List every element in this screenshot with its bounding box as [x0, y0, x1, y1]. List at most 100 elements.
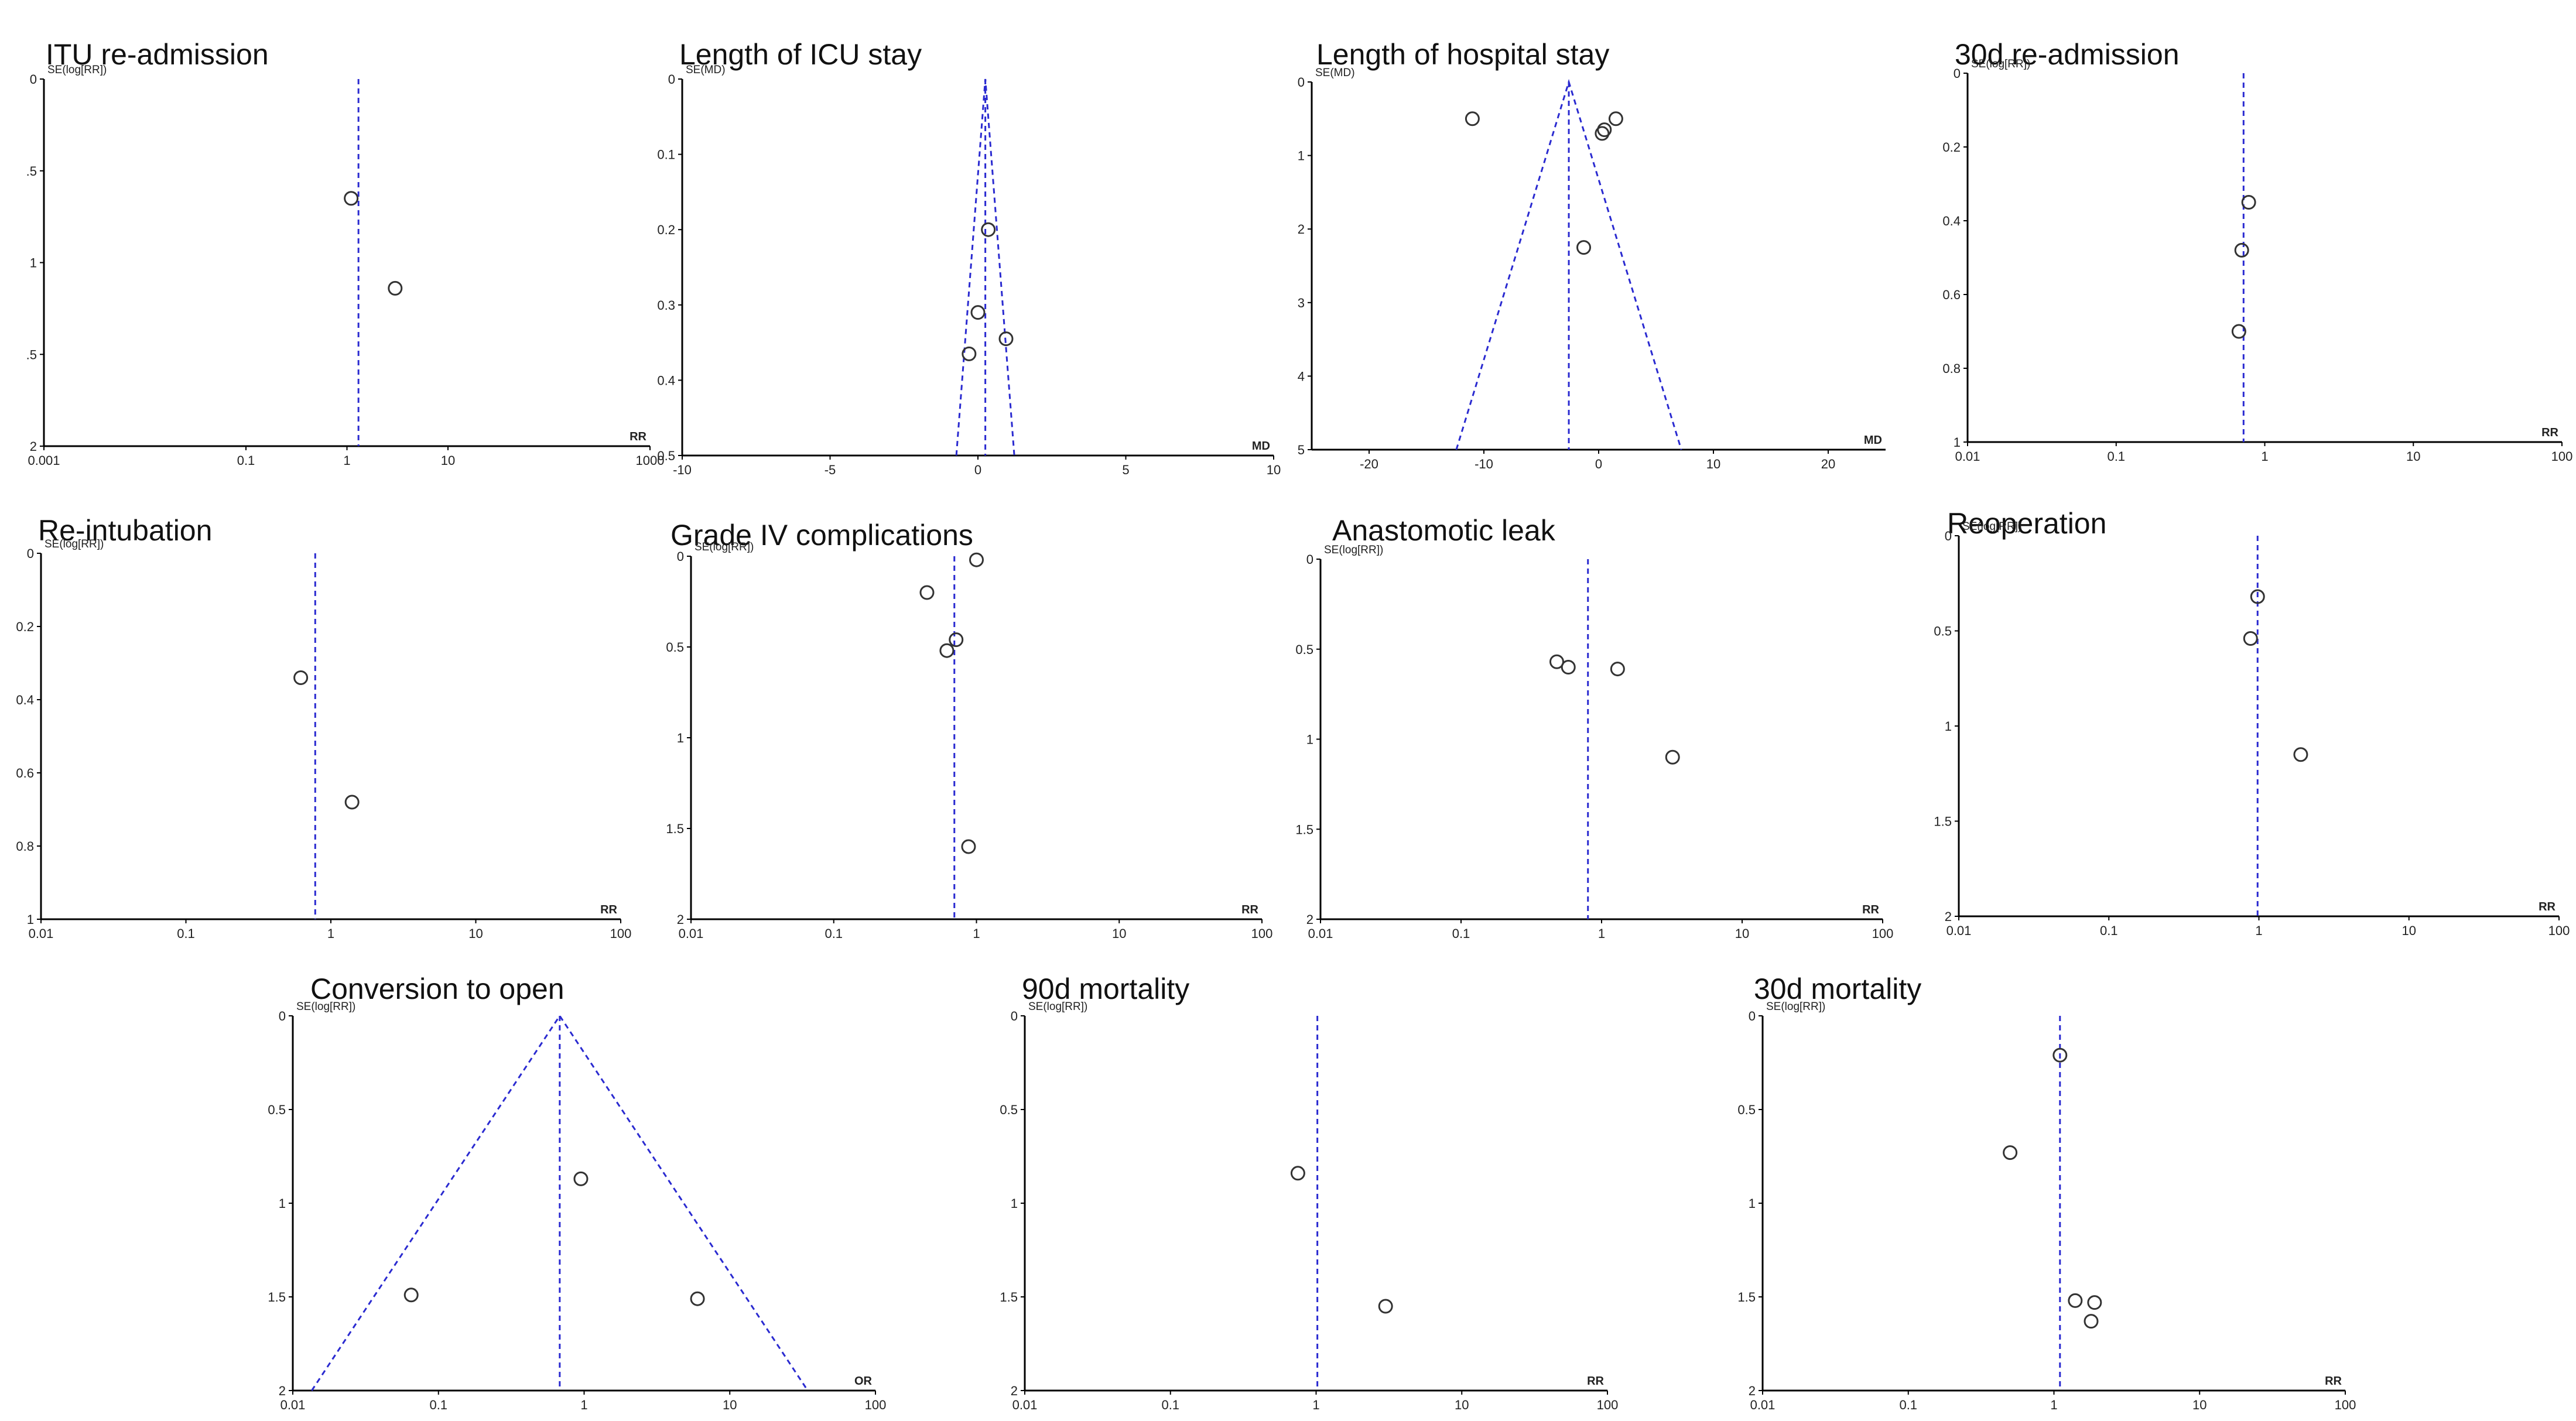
x-axis-label: RR: [1587, 1375, 1604, 1388]
x-tick-label: 0.001: [28, 453, 60, 468]
y-axis-label: SE(log[RR]): [1766, 1001, 1825, 1013]
y-tick-label: 0: [677, 549, 684, 564]
y-tick-label: 0.3: [657, 298, 675, 313]
x-tick-label: 0.01: [29, 926, 54, 941]
x-tick-label: 0.1: [1899, 1398, 1917, 1412]
x-tick-label: 1: [2255, 923, 2262, 938]
y-tick-label: .5: [26, 347, 37, 362]
chart-title: Grade IV complications: [670, 519, 973, 552]
y-tick-label: 0.8: [16, 839, 34, 854]
y-axis-label: SE(log[RR]): [695, 541, 754, 553]
x-tick-label: 1: [343, 453, 350, 468]
y-tick-label: 1: [1306, 732, 1313, 747]
y-axis-label: SE(log[RR]): [1971, 58, 2030, 70]
x-tick-label: 1000: [636, 453, 665, 468]
y-tick-label: 0: [1945, 529, 1952, 543]
study-point: [573, 1171, 589, 1186]
y-tick-label: 1: [279, 1196, 286, 1211]
x-tick-label: 1: [327, 926, 334, 941]
x-tick-label: 0.01: [1955, 449, 1980, 464]
x-axis-label: RR: [1862, 903, 1879, 916]
y-tick-label: 2: [1011, 1384, 1018, 1398]
x-tick-label: 0.1: [2107, 449, 2125, 464]
study-point: [2003, 1145, 2018, 1160]
x-tick-label: 10: [1706, 457, 1720, 471]
chart-title: Reoperation: [1947, 507, 2106, 540]
x-tick-label: 0.01: [1946, 923, 1972, 938]
y-tick-label: 0: [27, 546, 34, 561]
study-point: [2052, 1047, 2068, 1063]
x-tick-label: -10: [673, 463, 692, 477]
y-tick-label: 0.5: [1295, 642, 1313, 657]
study-point: [919, 585, 935, 600]
chart-title: Length of ICU stay: [679, 38, 922, 71]
x-axis-label: RR: [2325, 1375, 2342, 1388]
y-axis-label: SE(MD): [686, 64, 726, 76]
x-tick-label: 0: [1595, 457, 1602, 471]
y-tick-label: 1.5: [1934, 814, 1952, 829]
study-point: [2241, 195, 2256, 210]
study-point: [1561, 660, 1576, 674]
y-tick-label: 1.5: [666, 821, 684, 836]
study-point: [998, 331, 1014, 347]
x-tick-label: 10: [2406, 449, 2420, 464]
y-tick-label: 0.5: [1737, 1102, 1756, 1117]
x-tick-label: 0.01: [280, 1398, 306, 1412]
x-tick-label: 0.01: [679, 926, 704, 941]
study-point: [1608, 111, 1623, 126]
chart-title: Length of hospital stay: [1316, 38, 1609, 71]
y-tick-label: 2: [1749, 1384, 1756, 1398]
y-tick-label: 0.8: [1942, 361, 1961, 376]
y-axis-label: SE(log[RR]): [296, 1001, 355, 1013]
x-tick-label: 10: [2192, 1398, 2206, 1412]
study-point: [2293, 747, 2308, 762]
y-axis-label: SE(log[RR]): [45, 538, 104, 550]
y-axis-label: SE(log[RR]): [47, 64, 107, 76]
y-tick-label: 0.4: [657, 373, 675, 388]
study-point: [344, 191, 359, 206]
study-point: [1549, 654, 1564, 669]
y-tick-label: 2: [1298, 222, 1305, 237]
y-tick-label: 0.5: [666, 640, 684, 655]
study-point: [939, 643, 955, 658]
study-point: [962, 346, 977, 361]
x-tick-label: 1: [1598, 926, 1605, 941]
y-axis-label: SE(MD): [1315, 67, 1355, 79]
funnel-plot-5: Re-intubationSE(log[RR])00.20.40.60.810.…: [16, 514, 631, 941]
y-tick-label: 1.5: [268, 1290, 286, 1304]
y-tick-label: 1.5: [1295, 822, 1313, 837]
x-tick-label: 0: [974, 463, 981, 477]
y-tick-label: 0.5: [1934, 624, 1952, 639]
y-tick-label: 0.4: [16, 693, 34, 707]
study-point: [2068, 1293, 2083, 1308]
y-tick-label: 0.5: [1000, 1102, 1018, 1117]
y-tick-label: 1: [677, 731, 684, 745]
x-tick-label: 10: [1735, 926, 1749, 941]
study-point: [1597, 122, 1612, 138]
x-tick-label: 10: [2402, 923, 2416, 938]
x-axis-label: RR: [630, 430, 646, 443]
x-tick-label: 100: [2548, 923, 2570, 938]
y-tick-label: 0.2: [16, 619, 34, 634]
x-tick-label: 100: [1251, 926, 1273, 941]
funnel-plot-9: Conversion to openSE(log[RR])00.511.520.…: [268, 973, 886, 1412]
chart-title: Anastomotic leak: [1332, 514, 1556, 547]
y-tick-label: 2: [30, 439, 37, 454]
confidence-funnel: [955, 78, 1015, 456]
y-tick-label: 0: [1954, 66, 1961, 81]
y-tick-label: 0.6: [1942, 287, 1961, 302]
y-tick-label: .5: [26, 164, 37, 179]
study-point: [1595, 126, 1610, 141]
x-tick-label: 0.1: [177, 926, 195, 941]
y-tick-label: 0: [1011, 1009, 1018, 1023]
y-tick-label: 2: [677, 912, 684, 927]
x-tick-label: 100: [2551, 449, 2573, 464]
x-axis-label: OR: [854, 1375, 873, 1388]
